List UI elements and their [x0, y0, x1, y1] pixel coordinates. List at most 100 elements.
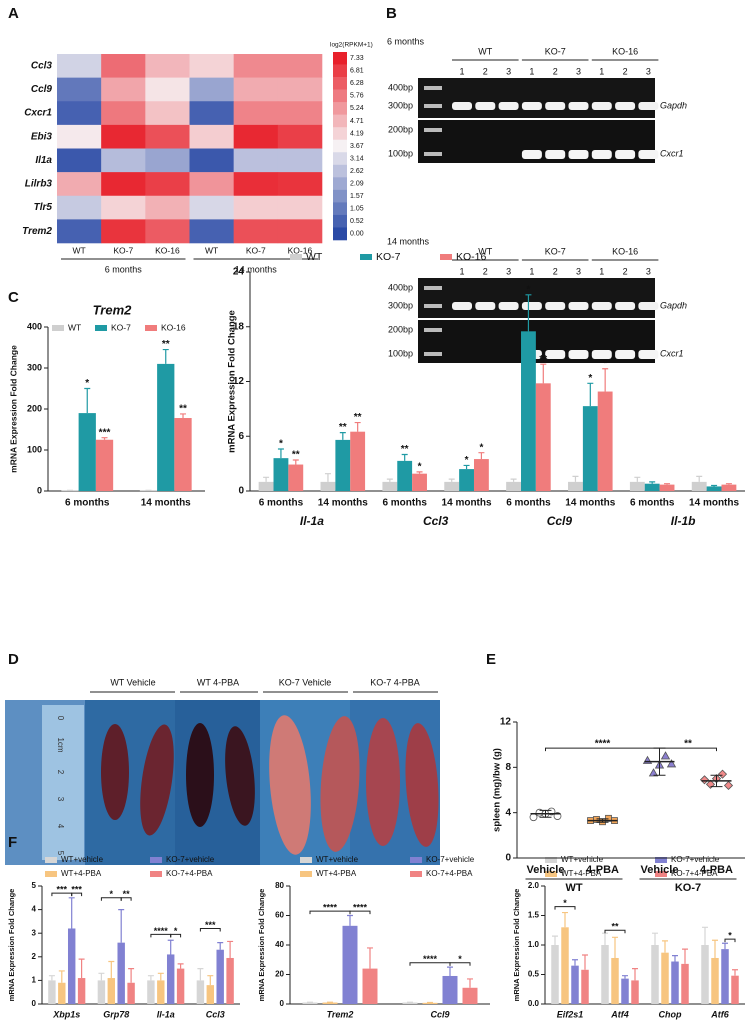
error-bar	[386, 478, 393, 482]
error-bar	[664, 483, 671, 485]
legend-label: WT	[306, 251, 323, 263]
bar	[473, 459, 489, 491]
legend-swatch	[45, 857, 57, 863]
photo-group: KO-7 4-PBA	[370, 677, 420, 687]
ruler-label: 3	[56, 797, 65, 802]
y-tick-label: 5	[32, 881, 37, 890]
x-tick-label: Xbp1s	[52, 1009, 80, 1019]
error-bar	[463, 464, 470, 470]
marker-label: 400bp	[388, 82, 413, 92]
y-tick-label: 1.0	[528, 940, 540, 949]
lane-label: 3	[506, 266, 511, 276]
significance: *	[85, 378, 89, 389]
bar	[226, 957, 234, 1004]
lane-label: 2	[553, 66, 558, 76]
legend-label: KO-16	[456, 251, 487, 263]
gel-band	[615, 302, 636, 310]
column-label: WT	[205, 245, 218, 255]
category-group: WT	[565, 882, 582, 894]
gel-band	[452, 102, 472, 110]
y-tick-label: 0.5	[528, 970, 540, 979]
gel-band	[591, 150, 612, 159]
heat-cell	[277, 172, 323, 197]
marker-label: 300bp	[388, 100, 413, 110]
bracket	[120, 897, 132, 901]
colorbar-cell	[333, 227, 347, 241]
heat-cell	[145, 124, 190, 149]
x-tick-label: 6 months	[259, 498, 304, 509]
gel-title: 14 months	[387, 236, 430, 246]
colorbar-cell	[333, 164, 347, 178]
significance: *	[603, 358, 607, 369]
point	[642, 755, 653, 764]
colorbar-cell	[333, 202, 347, 216]
heat-cell	[277, 219, 323, 244]
bar	[258, 481, 274, 491]
bar	[621, 978, 629, 1004]
error-bar	[347, 914, 353, 926]
ladder-band	[424, 104, 442, 108]
bar	[671, 961, 679, 1004]
legend-swatch	[145, 325, 157, 331]
bar	[659, 484, 675, 491]
error-bar	[367, 947, 373, 969]
bracket-label: ****	[595, 739, 611, 750]
y-tick-label: 24	[233, 267, 245, 278]
x-tick-label: Atf6	[710, 1009, 729, 1019]
significance: **	[162, 339, 170, 350]
bracket-label: *	[563, 898, 567, 908]
y-tick-label: 0	[280, 999, 285, 1008]
error-bar	[467, 978, 473, 988]
bar	[320, 481, 336, 491]
spleen	[320, 716, 360, 852]
heat-cell	[189, 148, 234, 173]
heat-cell	[101, 219, 146, 244]
legend-label: KO-7+4-PBA	[426, 869, 473, 878]
row-label: Ccl3	[31, 60, 53, 71]
colorbar-title: log2(RPKM+1)	[330, 42, 373, 49]
bar	[206, 985, 215, 1004]
heat-cell	[145, 77, 190, 102]
significance: ***	[99, 427, 111, 438]
ladder-band	[424, 86, 442, 90]
error-bar	[478, 452, 485, 460]
ruler-label: 5	[56, 851, 65, 856]
error-bar	[167, 939, 174, 955]
x-tick-label: 14 months	[565, 498, 615, 509]
bar	[535, 383, 551, 491]
bracket	[71, 892, 83, 897]
error-bar	[84, 387, 91, 414]
group-label: 6 months	[105, 264, 143, 274]
gel-band	[615, 150, 636, 159]
bracket	[604, 929, 626, 934]
bar	[350, 431, 366, 491]
significance: *	[588, 373, 592, 384]
error-bar	[732, 969, 738, 976]
error-bar	[101, 437, 108, 440]
category-group: Ccl9	[547, 514, 573, 528]
error-bar	[632, 968, 638, 981]
spleen	[366, 718, 400, 846]
bar	[551, 945, 559, 1004]
gel-band	[545, 150, 566, 159]
bar	[462, 987, 478, 1004]
heat-cell	[277, 148, 323, 173]
significance: *	[279, 439, 283, 450]
bar	[721, 484, 737, 491]
heat-cell	[57, 101, 102, 126]
legend-swatch	[290, 254, 302, 260]
legend-label: WT	[68, 322, 81, 332]
error-bar	[582, 954, 588, 970]
row-label: Ebi3	[31, 131, 53, 142]
column-label: KO-7	[113, 245, 133, 255]
error-bar	[696, 475, 703, 482]
error-bar	[263, 476, 270, 482]
error-bar	[725, 483, 732, 485]
gel-band	[545, 302, 566, 310]
point	[717, 769, 728, 779]
bar	[157, 980, 165, 1004]
bar	[568, 481, 583, 491]
heat-cell	[233, 77, 279, 102]
bar	[78, 413, 96, 491]
ruler-label: 2	[56, 770, 65, 775]
